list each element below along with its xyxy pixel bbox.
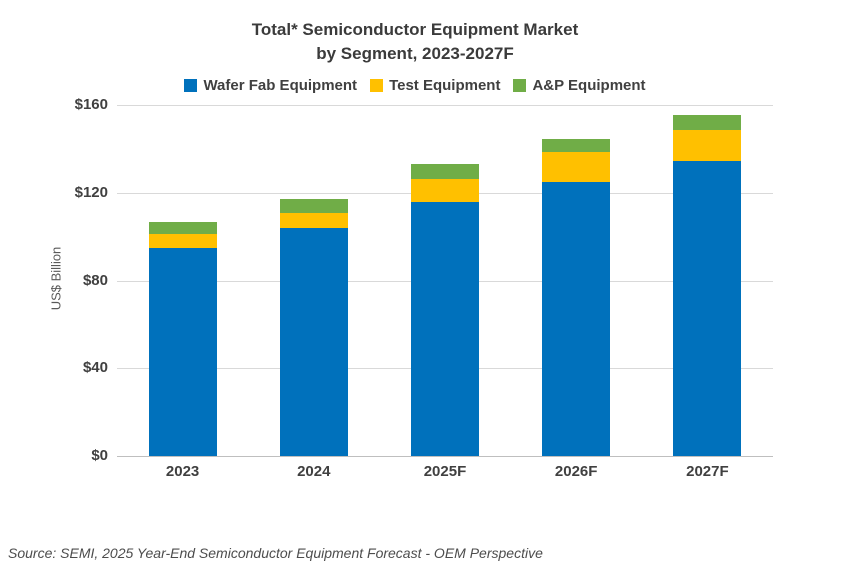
legend-swatch-icon: [184, 79, 198, 92]
bar-segment-2025F-wafer-fab-equipment: [411, 201, 479, 456]
gridline: [117, 105, 773, 106]
x-tick-label: 2025F: [423, 463, 467, 480]
bar-2027F: [673, 114, 742, 456]
bar-2024: [279, 199, 348, 456]
bar-2026F: [542, 139, 611, 456]
legend-label: Test Equipment: [389, 77, 501, 94]
bar-segment-2023-a-p-equipment: [148, 222, 217, 235]
bar-segment-2024-wafer-fab-equipment: [279, 227, 348, 456]
bar-segment-2024-a-p-equipment: [279, 199, 348, 213]
source-note: Source: SEMI, 2025 Year-End Semiconducto…: [8, 545, 543, 561]
x-tick-label: 2027F: [686, 463, 729, 480]
y-tick-label: $120: [74, 183, 108, 201]
legend-label: A&P Equipment: [532, 77, 646, 94]
bar-segment-2027F-test-equipment: [673, 130, 742, 161]
legend-swatch-icon: [513, 79, 527, 92]
bar-segment-2023-wafer-fab-equipment: [148, 247, 217, 456]
chart-title-line2: by Segment, 2023-2027F: [316, 44, 514, 63]
x-tick-label: 2024: [297, 463, 331, 480]
bar-segment-2026F-test-equipment: [542, 152, 611, 182]
y-tick-label: $40: [82, 359, 108, 377]
bar-segment-2024-test-equipment: [279, 212, 348, 228]
bar-2023: [148, 222, 217, 456]
footnotes: Source: SEMI, 2025 Year-End Semiconducto…: [8, 498, 791, 587]
y-tick-label: $160: [74, 96, 108, 113]
legend-item: Wafer Fab Equipment: [184, 77, 357, 94]
y-tick-label: $0: [91, 447, 108, 464]
x-tick-label: 2026F: [554, 463, 598, 480]
x-axis-line: [117, 456, 773, 457]
bar-segment-2027F-a-p-equipment: [673, 114, 742, 131]
bar-segment-2026F-wafer-fab-equipment: [542, 181, 611, 456]
bar-segment-2027F-wafer-fab-equipment: [673, 160, 742, 456]
legend-swatch-icon: [370, 79, 384, 92]
bar-segment-2023-test-equipment: [148, 234, 217, 248]
bar-segment-2025F-test-equipment: [411, 178, 479, 202]
x-tick-label: 2023: [165, 463, 200, 480]
chart-title-line1: Total* Semiconductor Equipment Market: [251, 20, 579, 39]
legend-item: Test Equipment: [370, 77, 500, 94]
chart-title: Total* Semiconductor Equipment Market by…: [0, 18, 830, 66]
legend-item: A&P Equipment: [513, 77, 646, 94]
bar-segment-2026F-a-p-equipment: [542, 139, 611, 153]
bar-2025F: [411, 164, 479, 456]
plot-area: [117, 105, 773, 457]
y-tick-label: $80: [82, 271, 108, 289]
bar-segment-2025F-a-p-equipment: [411, 164, 479, 179]
legend-label: Wafer Fab Equipment: [203, 77, 358, 94]
legend: Wafer Fab Equipment Test Equipment A&P Equ…: [0, 77, 830, 94]
